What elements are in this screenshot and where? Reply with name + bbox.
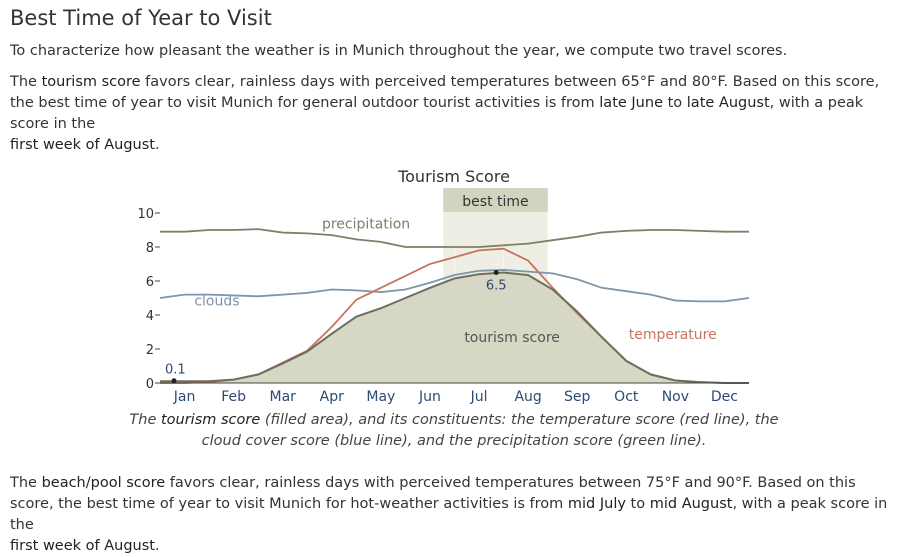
best-time-start: mid July: [567, 496, 626, 512]
series-lines: [159, 228, 750, 384]
beach-pool-score-term: beach/pool score: [41, 475, 166, 491]
chart-caption: The tourism score (filled area), and its…: [120, 410, 788, 452]
text: , with a peak score in the: [10, 95, 864, 132]
month-label-nov: Nov: [662, 389, 689, 405]
tourism-score-area: [160, 272, 749, 383]
tourism-score-chart: best time Now 0246810JanFebMarAprMayJunJ…: [137, 167, 750, 405]
text: , with a peak score in the: [10, 496, 888, 533]
month-label-sep: Sep: [564, 389, 591, 405]
y-tick-label: 4: [146, 309, 154, 324]
tourism-paragraph: The tourism score favors clear, rainless…: [10, 72, 902, 156]
peak-time: first week of August: [10, 137, 155, 153]
text: favors clear, rainless days with perceiv…: [10, 475, 856, 512]
best-time-label: best time: [462, 194, 528, 210]
series-label-tourism-score: tourism score: [464, 330, 560, 346]
month-label-aug: Aug: [514, 389, 541, 405]
month-label-mar: Mar: [269, 389, 296, 405]
intro-paragraph: To characterize how pleasant the weather…: [10, 43, 788, 59]
month-label-oct: Oct: [614, 389, 639, 405]
text: favors clear, rainless days with perceiv…: [10, 74, 880, 111]
best-time-end: late August: [686, 95, 770, 111]
text: (filled area), and its constituents: the…: [201, 412, 779, 449]
tourism-score-term: tourism score: [41, 74, 141, 90]
max-marker-label: 6.5: [486, 279, 507, 294]
chart-title: Tourism Score: [397, 167, 510, 186]
text: The: [10, 74, 42, 90]
text: The: [10, 475, 42, 491]
min-marker-dot: [171, 378, 177, 384]
series-line-clouds: [159, 269, 750, 303]
text: The: [129, 412, 161, 428]
series-line-precipitation: [160, 228, 749, 248]
y-tick-label: 10: [137, 207, 154, 222]
month-label-apr: Apr: [320, 389, 344, 405]
text: to: [625, 496, 650, 512]
axes: 0 2 4 6 8 10 Jan Feb Mar Apr May Jun Jul Aug Sep Oct Nov…: [137, 207, 749, 405]
max-marker-dot: [493, 270, 499, 275]
series-labels: precipitation clouds temperature tourism sc…: [194, 216, 716, 346]
best-time-label-box: [443, 188, 548, 212]
series-label-temperature: temperature: [629, 327, 717, 343]
beach-paragraph: The beach/pool score favors clear, rainl…: [10, 473, 902, 557]
month-label-jan: Jan: [173, 389, 196, 405]
text: to: [663, 95, 687, 111]
series-label-precipitation: precipitation: [322, 216, 410, 232]
month-label-jun: Jun: [418, 389, 441, 405]
y-tick-label: 6: [146, 275, 154, 290]
y-tick-label: 8: [146, 241, 154, 256]
best-time-end: mid August: [649, 496, 733, 512]
tourism-score-fill: [160, 272, 749, 383]
tourism-score-term: tourism score: [160, 412, 261, 428]
month-label-feb: Feb: [221, 389, 246, 405]
month-label-may: May: [366, 389, 395, 405]
month-label-dec: Dec: [711, 389, 738, 405]
y-tick-label: 0: [146, 377, 154, 392]
peak-time: first week of August: [10, 538, 155, 554]
best-time-start: late June: [599, 95, 663, 111]
markers: 0.1 6.5: [165, 270, 507, 384]
series-label-clouds: clouds: [194, 294, 239, 310]
section-heading: Best Time of Year to Visit: [10, 6, 272, 30]
y-tick-label: 2: [146, 343, 154, 358]
text: .: [154, 137, 160, 153]
min-marker-label: 0.1: [165, 362, 186, 377]
text: .: [154, 538, 160, 554]
series-line-tourism-score: [160, 271, 749, 384]
month-label-jul: Jul: [470, 389, 488, 405]
